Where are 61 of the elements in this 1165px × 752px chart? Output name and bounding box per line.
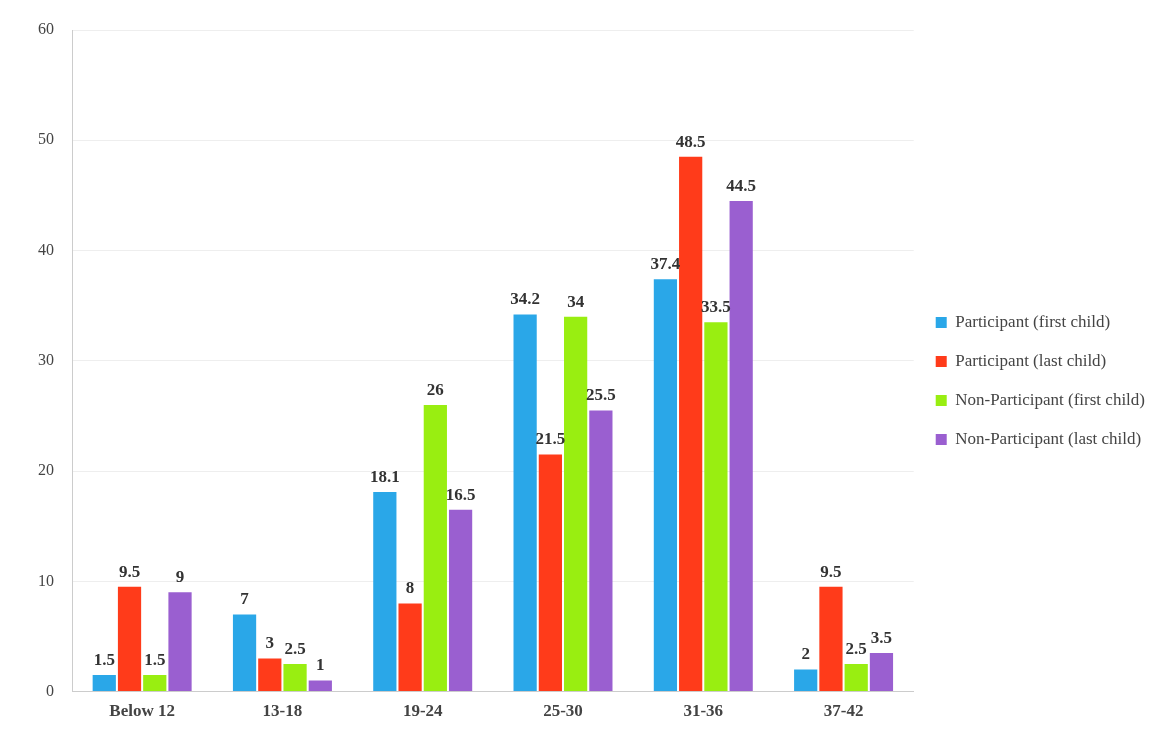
bar (308, 680, 332, 692)
data-label: 48.5 (675, 131, 706, 151)
y-tick-label: 50 (38, 130, 54, 148)
bar (143, 675, 167, 692)
data-label: 1.5 (144, 649, 166, 669)
x-tick-label: 31-36 (683, 701, 724, 721)
data-label: 1 (316, 655, 325, 675)
x-tick-label: 19-24 (402, 701, 444, 721)
data-label: 1.5 (93, 649, 115, 669)
bar (283, 664, 307, 692)
bar (844, 664, 868, 692)
bar (168, 592, 192, 692)
bar (117, 586, 142, 692)
data-label: 34.2 (510, 289, 540, 309)
bar (653, 279, 678, 692)
data-label: 34 (567, 291, 585, 311)
data-label: 2.5 (845, 638, 867, 658)
bar (819, 586, 843, 692)
bar (423, 404, 447, 692)
x-tick-label: 37-42 (823, 701, 864, 721)
data-label: 18.1 (369, 466, 400, 486)
y-tick-label: 60 (38, 20, 54, 38)
y-tick-label: 10 (38, 571, 54, 589)
y-tick-label: 30 (38, 351, 54, 368)
data-label: 16.5 (445, 484, 476, 504)
bar (589, 410, 613, 692)
data-label: 9.5 (820, 561, 842, 581)
data-label: 8 (405, 578, 415, 598)
data-label: 9.5 (118, 561, 141, 581)
data-label: 2.5 (284, 638, 306, 658)
data-label: 2 (801, 644, 810, 664)
bar (679, 156, 703, 692)
bar (373, 492, 397, 692)
bar (513, 314, 537, 692)
y-tick-label: 20 (38, 461, 54, 479)
legend-label: Non-Participant (last child) (955, 428, 1142, 448)
legend-label: Non-Participant (first child) (955, 389, 1145, 409)
bar (794, 669, 818, 692)
y-tick-label: 40 (38, 240, 54, 258)
y-tick-label: 0 (46, 681, 54, 699)
bar (398, 603, 422, 692)
bar (258, 658, 282, 692)
data-label: 3.5 (870, 627, 893, 647)
bar (564, 316, 588, 692)
bar (704, 322, 728, 692)
data-label: 7 (240, 589, 250, 609)
bar (232, 614, 257, 692)
data-label: 3 (265, 633, 275, 653)
legend-label: Participant (first child) (955, 311, 1111, 331)
bar (538, 454, 562, 692)
x-tick-label: Below 12 (109, 701, 175, 721)
bar (729, 200, 753, 692)
data-label: 9 (175, 567, 185, 587)
bar (92, 675, 116, 692)
x-tick-label: 25-30 (543, 701, 583, 721)
bar (869, 653, 894, 692)
legend-label: Participant (last child) (955, 350, 1107, 370)
data-label: 26 (426, 379, 444, 399)
x-tick-label: 13-18 (262, 701, 303, 721)
data-label: 44.5 (726, 175, 757, 195)
bar (448, 509, 473, 692)
